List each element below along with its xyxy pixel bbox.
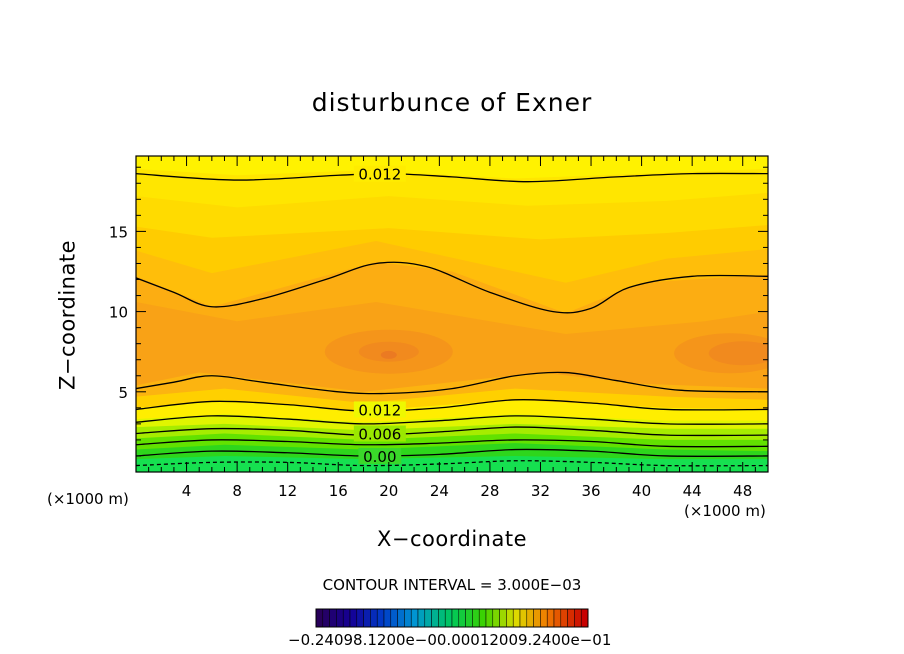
colorbar-swatch (349, 608, 358, 628)
contour-label-bg-0 (353, 165, 406, 182)
x-tick-label-44: 44 (683, 482, 702, 500)
colorbar-swatch (465, 608, 473, 628)
contour-line-0.00 (136, 448, 768, 457)
colorbar-swatch (478, 608, 487, 628)
contour-line-mid-upper (136, 261, 768, 314)
contour-label-3: 0.00 (363, 448, 396, 466)
colorbar-swatch (512, 608, 521, 628)
contour-line-0.012 (136, 399, 768, 412)
colorbar-swatch (574, 608, 582, 628)
colorbar-swatch (499, 608, 507, 628)
colorbar-swatch (472, 608, 480, 628)
core-region-center-peak (380, 350, 397, 359)
colorbar-swatch (390, 608, 398, 628)
x-tick-label-20: 20 (379, 482, 398, 500)
colorbar-swatch (424, 608, 432, 628)
y-axis-label: Z−coordinate (55, 240, 80, 390)
colorbar-swatch (376, 608, 385, 628)
colorbar-swatch (410, 608, 419, 628)
contour-label-0: 0.012 (358, 166, 401, 184)
colorbar-swatch (404, 608, 412, 628)
x-tick-label-8: 8 (232, 482, 242, 500)
core-region-right-inner (708, 341, 768, 366)
colorbar-swatch (506, 608, 514, 628)
contour-label-2: 0.006 (358, 426, 401, 444)
colorbar-swatch (553, 608, 562, 628)
colorbar-swatch (370, 608, 378, 628)
colorbar-swatch (567, 608, 575, 628)
colorbar-frame (315, 608, 589, 628)
colorbar-swatch (383, 608, 392, 628)
contour-label-1: 0.012 (358, 401, 401, 419)
colorbar-swatch (336, 608, 344, 628)
x-tick-label-24: 24 (430, 482, 449, 500)
colorbar-swatch (451, 608, 460, 628)
contour-label-bg-2 (353, 425, 406, 442)
chart-title: disturbunce of Exner (311, 88, 593, 117)
contour-line-0.006 (136, 426, 768, 437)
colorbar-swatch (356, 608, 364, 628)
x-unit-label-left: (×1000 m) (47, 490, 129, 508)
y-tick-label-5: 5 (118, 384, 128, 402)
colorbar-swatch (322, 608, 330, 628)
x-tick-label-40: 40 (632, 482, 651, 500)
colorbar-swatch (485, 608, 494, 628)
colorbar-swatch (580, 608, 589, 628)
x-tick-label-28: 28 (480, 482, 499, 500)
contour-line-mid-lower (136, 371, 768, 395)
colorbar-swatch (431, 608, 439, 628)
contour-label-bg-3 (358, 447, 402, 464)
contour-line-top (136, 172, 768, 183)
x-tick-label-12: 12 (278, 482, 297, 500)
x-tick-label-16: 16 (329, 482, 348, 500)
colorbar-swatch (492, 608, 500, 628)
colorbar-swatch (417, 608, 426, 628)
colorbar-swatch (458, 608, 466, 628)
x-tick-label-36: 36 (581, 482, 600, 500)
colorbar-swatch (438, 608, 446, 628)
colorbar-swatch (560, 608, 568, 628)
contour-line-b (136, 439, 768, 448)
y-tick-label-15: 15 (109, 223, 128, 241)
colorbar-swatch (444, 608, 453, 628)
x-tick-label-32: 32 (531, 482, 550, 500)
colorbar-swatch (526, 608, 534, 628)
colorbar-swatch (342, 608, 351, 628)
y-tick-label-10: 10 (109, 304, 128, 322)
colorbar-swatch (315, 608, 324, 628)
contour-label-bg-1 (353, 401, 406, 418)
colorbar-swatch (546, 608, 555, 628)
colorbar-swatch (519, 608, 528, 628)
colorbar-swatch (329, 608, 337, 628)
x-tick-label-4: 4 (182, 482, 192, 500)
colorbar-swatch (397, 608, 405, 628)
colorbar-swatch (540, 608, 548, 628)
colorbar-swatch (533, 608, 541, 628)
contour-interval-text: CONTOUR INTERVAL = 3.000E−03 (322, 576, 582, 594)
x-tick-label-48: 48 (733, 482, 752, 500)
colorbar-swatch (363, 608, 371, 628)
x-axis-label: X−coordinate (377, 527, 527, 551)
contour-line-a (136, 415, 768, 425)
colorbar-tick-labels: −0.24098.1200e−00.00012009.2400e−01 (288, 631, 612, 649)
x-unit-label-right: (×1000 m) (684, 502, 766, 520)
